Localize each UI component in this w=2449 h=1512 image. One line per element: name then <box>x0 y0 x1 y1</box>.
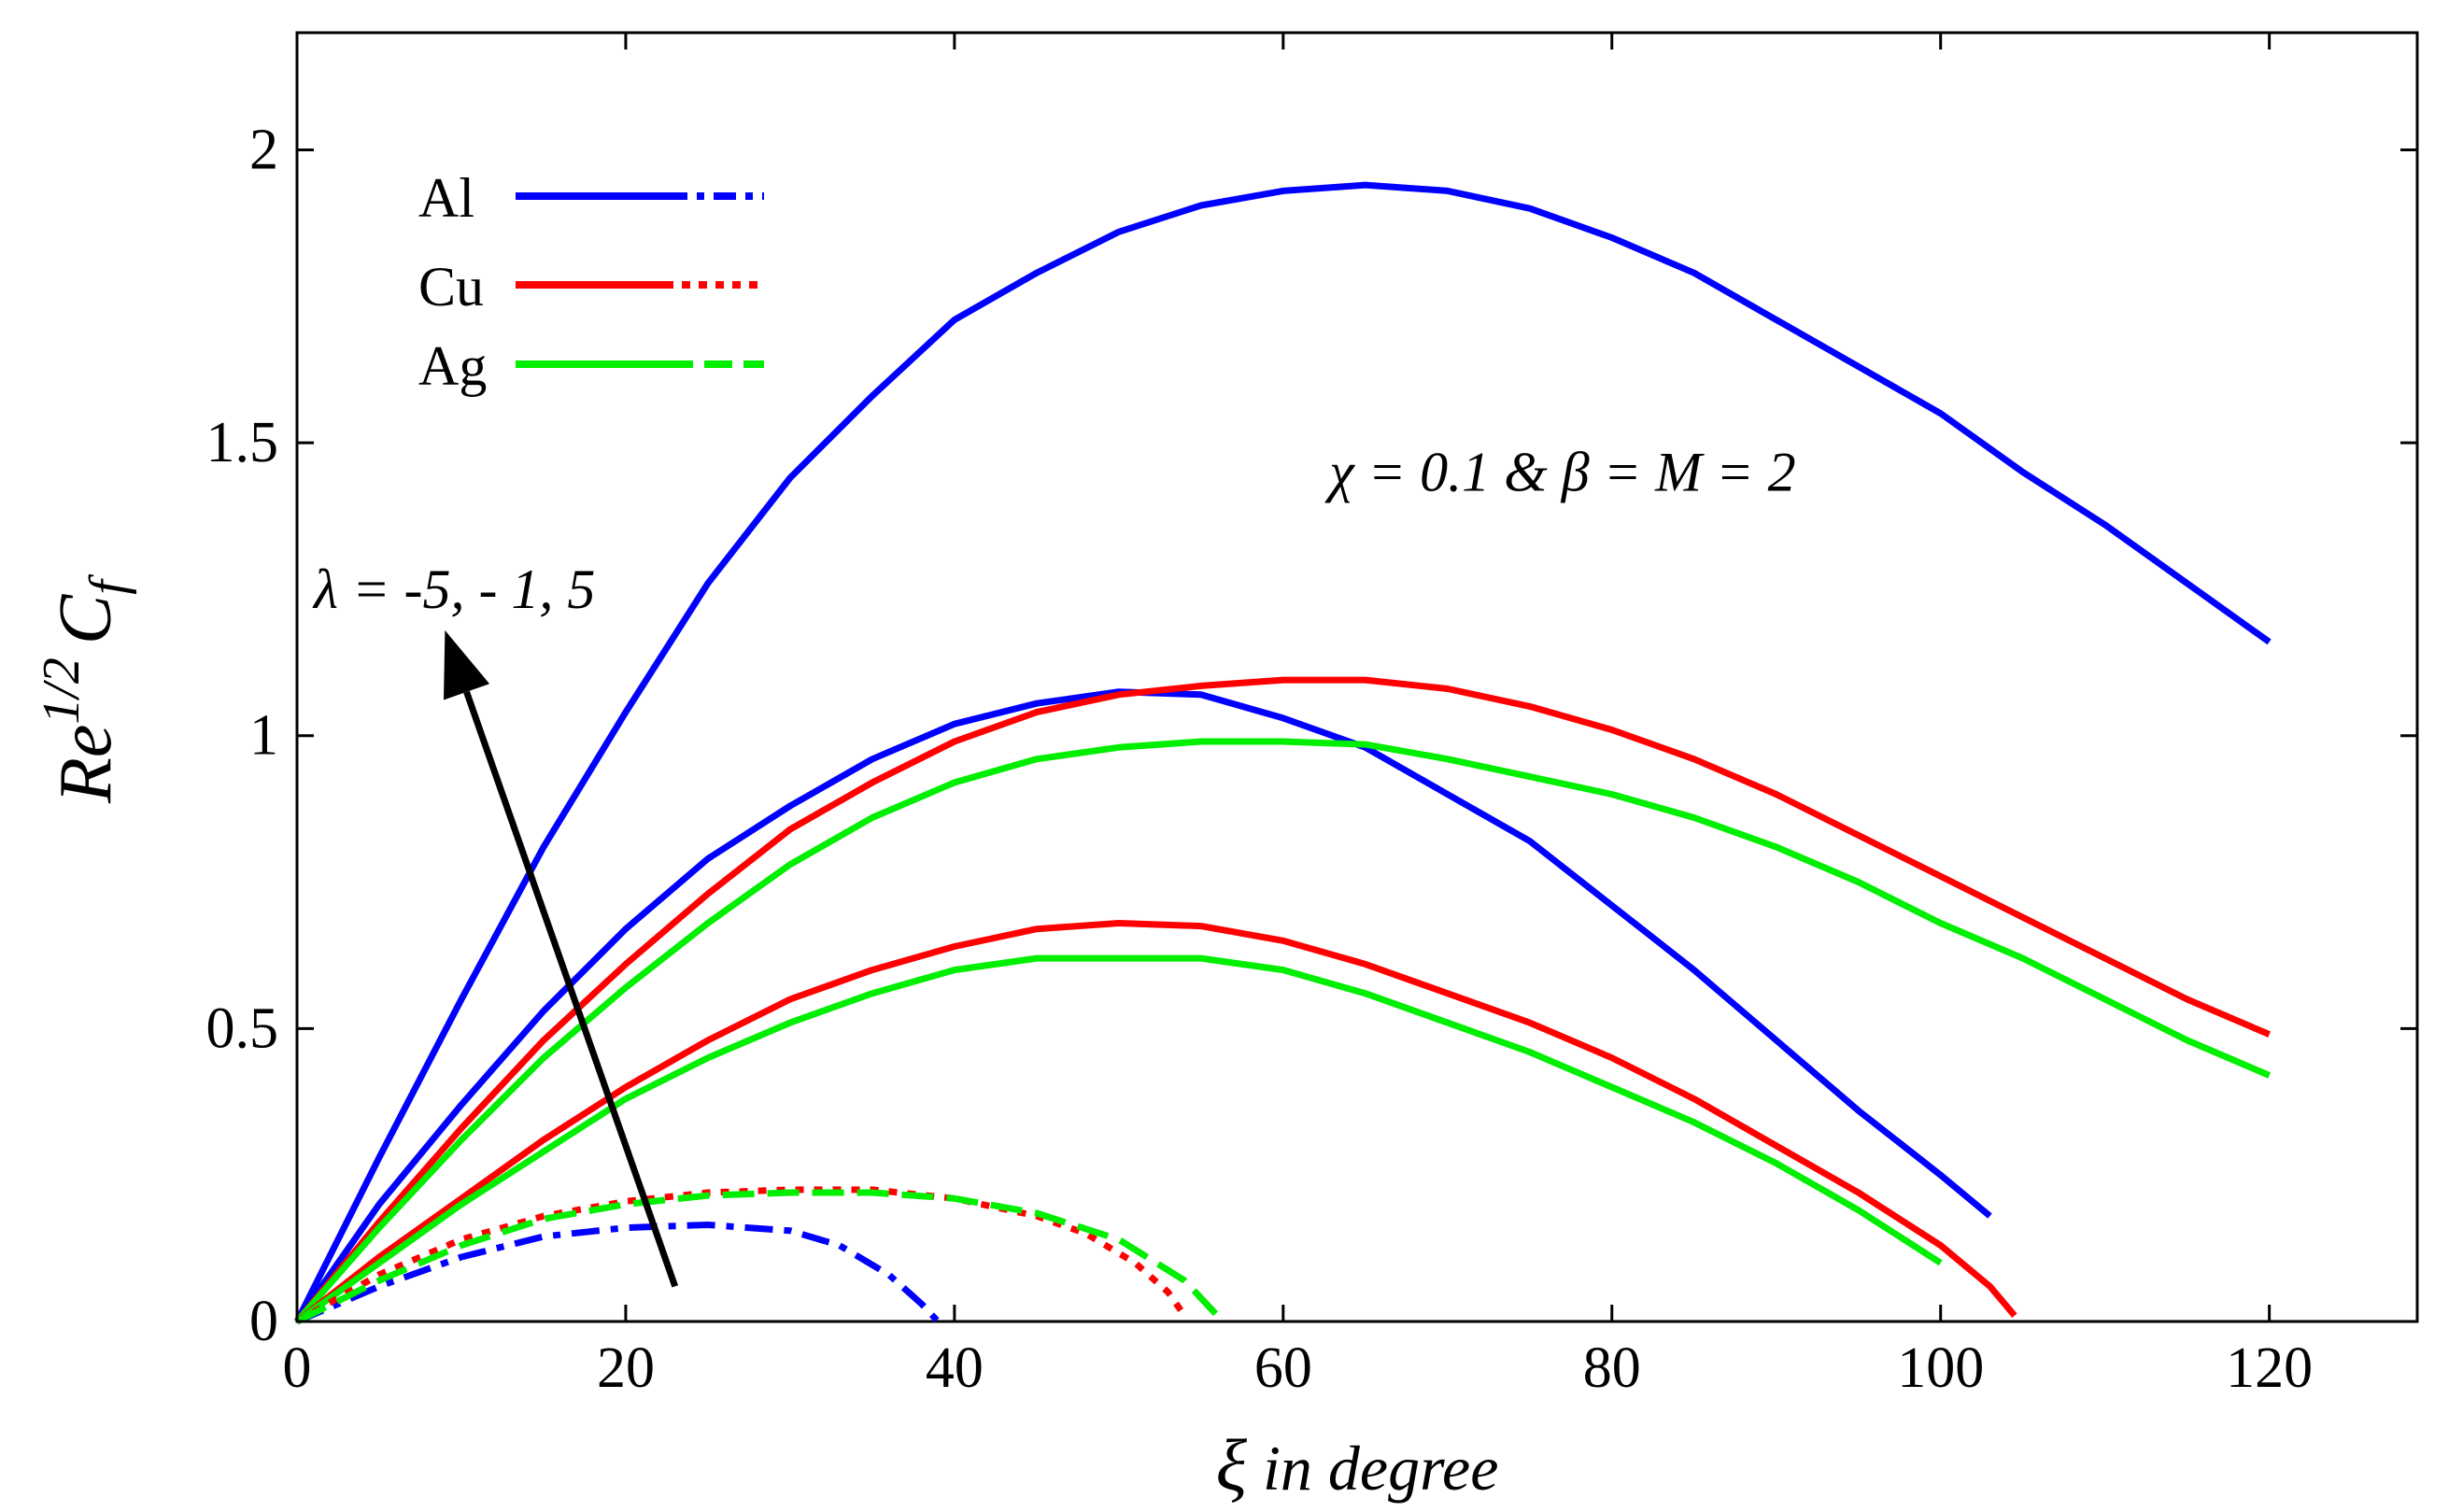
x-axis-label: ξ in degree <box>1216 1424 1499 1505</box>
series-line-7 <box>295 1222 941 1325</box>
x-tick-label: 60 <box>1254 1336 1312 1400</box>
legend-label-ag: Ag <box>418 335 487 397</box>
plot-frame <box>295 31 2419 1323</box>
x-axis-symbol: ξ <box>1216 1424 1248 1505</box>
x-axis-text: in degree <box>1247 1433 1498 1504</box>
ticks-layer: 0 20 40 60 80 100 120 0 0.5 1 1.5 2 <box>206 33 2417 1400</box>
y-axis-label: Re1/2 Cf <box>33 573 137 804</box>
arrow-shaft <box>463 690 679 1288</box>
legend-label-al: Al <box>418 167 474 229</box>
annotation-lambda: λ = -5, - 1, 5 <box>312 558 595 620</box>
y-axis-exponent: 1/2 <box>33 657 91 725</box>
series-line-1 <box>293 181 2272 1323</box>
x-tick-label: 0 <box>283 1336 312 1400</box>
y-tick-label: 2 <box>249 118 278 181</box>
legend: Al Cu Ag <box>418 167 764 397</box>
y-axis-base: Re <box>45 725 127 804</box>
y-axis-base2: C <box>45 593 127 644</box>
y-axis-subscript: f <box>79 573 137 595</box>
series-line-2 <box>294 688 1992 1324</box>
x-tick-label: 40 <box>926 1336 984 1400</box>
lambda-arrow <box>444 629 679 1288</box>
series-line-9 <box>295 1189 1220 1325</box>
legend-label-cu: Cu <box>418 256 484 318</box>
series-line-3 <box>294 676 2271 1324</box>
y-tick-label: 1 <box>249 704 278 768</box>
y-tick-label: 0.5 <box>206 996 279 1060</box>
arrow-head <box>444 629 490 700</box>
x-tick-label: 100 <box>1897 1336 1984 1400</box>
series-line-6 <box>294 954 1943 1324</box>
series-line-8 <box>295 1186 1188 1325</box>
y-tick-label: 1.5 <box>206 411 279 474</box>
x-tick-label: 20 <box>597 1336 655 1400</box>
series-layer <box>293 181 2272 1325</box>
annotation-parameters: χ = 0.1 & β = M = 2 <box>1324 441 1795 502</box>
y-tick-label: 0 <box>249 1290 278 1353</box>
series-line-4 <box>294 738 2271 1324</box>
x-tick-label: 80 <box>1583 1336 1641 1400</box>
x-tick-label: 120 <box>2226 1336 2313 1400</box>
series-line-5 <box>294 920 2017 1324</box>
